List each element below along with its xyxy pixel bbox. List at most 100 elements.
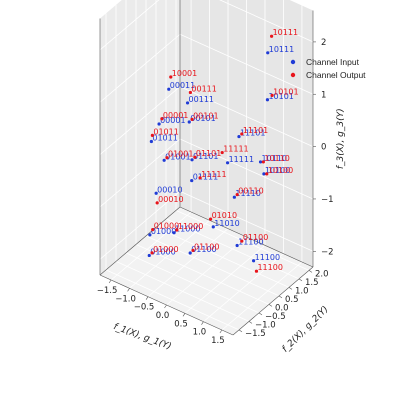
x-tick-label: 1.0 bbox=[193, 328, 207, 338]
output-point-label: 01100 bbox=[243, 233, 268, 242]
output-point bbox=[165, 156, 169, 160]
output-point bbox=[240, 239, 244, 243]
output-point-label: 10001 bbox=[172, 69, 197, 78]
axes-ticks: −1.5−1.0−0.50.00.51.01.5−1.5−1.0−0.50.00… bbox=[97, 38, 334, 346]
input-point bbox=[149, 139, 153, 144]
input-point-label: 01011 bbox=[152, 133, 177, 142]
z-tick-label: −2 bbox=[321, 247, 334, 257]
y-tick-mark bbox=[288, 287, 293, 290]
input-point bbox=[237, 134, 241, 139]
left-pane bbox=[100, 0, 180, 275]
pane-edge bbox=[179, 206, 314, 268]
y-tick-mark bbox=[238, 329, 243, 333]
input-point-label: 01000 bbox=[151, 227, 176, 236]
input-point-label: 10111 bbox=[269, 45, 294, 54]
x-tick-mark bbox=[145, 296, 149, 300]
grid-line-z bbox=[179, 33, 314, 95]
y-tick-mark bbox=[308, 270, 313, 273]
output-point-label: 01100 bbox=[194, 242, 219, 251]
grid-line-y bbox=[155, 227, 290, 288]
output-point-label: 00001 bbox=[163, 111, 188, 120]
input-point-label: 11000 bbox=[175, 225, 200, 234]
input-point-label: 11110 bbox=[235, 189, 260, 198]
x-tick-mark bbox=[219, 329, 223, 334]
x-tick-label: −0.5 bbox=[134, 303, 155, 313]
y-tick-mark bbox=[258, 312, 263, 316]
x-tick-label: 0.0 bbox=[156, 311, 170, 321]
grid-line-z bbox=[219, 0, 314, 43]
grid-line-y bbox=[145, 235, 280, 297]
input-point bbox=[265, 98, 270, 102]
grid-line-x bbox=[129, 220, 210, 289]
output-point bbox=[190, 117, 194, 121]
output-point bbox=[254, 269, 259, 273]
grid-line-y bbox=[135, 244, 270, 305]
x-tick-mark bbox=[201, 321, 204, 325]
output-point bbox=[151, 228, 155, 232]
output-point-label: 01010 bbox=[212, 211, 237, 220]
output-point-label: 10101 bbox=[273, 87, 298, 96]
input-point-label: 01001 bbox=[165, 152, 190, 161]
input-point-label: 00010 bbox=[157, 185, 182, 194]
input-point-label: 01101 bbox=[193, 152, 218, 161]
input-point-label: 11101 bbox=[240, 129, 265, 138]
grid-line-z bbox=[99, 138, 181, 208]
legend-label-output: Channel Output bbox=[306, 70, 366, 80]
grid-line-z bbox=[99, 86, 181, 155]
legend-marker-input bbox=[290, 59, 296, 65]
plot-points: 1011110101000110011100101000010101111101… bbox=[147, 28, 299, 273]
x-tick-label: −1.5 bbox=[97, 286, 118, 296]
axes-lines bbox=[99, 0, 314, 336]
y-tick-label: 1.5 bbox=[305, 278, 319, 288]
y-tick-label: −0.5 bbox=[265, 312, 286, 322]
output-point-label: 01001 bbox=[168, 150, 193, 159]
output-point bbox=[269, 34, 274, 38]
input-point bbox=[185, 101, 190, 105]
x-tick-label: −1.0 bbox=[115, 294, 136, 304]
grid-line-y bbox=[105, 269, 240, 331]
output-point bbox=[188, 90, 193, 95]
output-point-label: 11101 bbox=[243, 126, 268, 135]
y-tick-mark bbox=[278, 295, 283, 299]
x-tick-label: 1.5 bbox=[211, 336, 225, 346]
input-point-label: 00001 bbox=[160, 116, 185, 125]
y-tick-mark bbox=[248, 321, 253, 324]
input-point-label: 11100 bbox=[255, 253, 280, 262]
input-point bbox=[262, 172, 266, 176]
grid-line-z bbox=[99, 33, 181, 103]
input-point bbox=[154, 191, 158, 195]
y-tick-label: −1.5 bbox=[245, 329, 266, 339]
x-tick-label: 0.5 bbox=[174, 319, 188, 329]
output-point-label: 00110 bbox=[238, 187, 263, 196]
x-axis-label: f_1(X), g_1(Y) bbox=[112, 322, 173, 352]
input-point-label: 11100 bbox=[238, 237, 263, 246]
x-tick-mark bbox=[127, 288, 130, 292]
y-tick-label: −1.0 bbox=[255, 320, 276, 330]
output-point bbox=[150, 133, 154, 137]
output-point bbox=[150, 251, 154, 255]
legend: Channel Input Channel Output bbox=[290, 57, 366, 80]
z-axis-label: f_3(X), g_3(Y) bbox=[336, 108, 346, 169]
input-point-label: 11010 bbox=[214, 219, 239, 228]
output-point bbox=[220, 150, 224, 155]
output-point-label: 00111 bbox=[191, 84, 216, 93]
output-point-label: 00010 bbox=[158, 195, 183, 204]
output-point-label: 11100 bbox=[257, 263, 282, 272]
grid-line-y bbox=[165, 218, 300, 280]
grid-line-x bbox=[203, 253, 284, 322]
y-axis-line bbox=[232, 266, 314, 336]
y-tick-label: 1.0 bbox=[295, 286, 309, 296]
output-point bbox=[155, 201, 159, 205]
y-tick-mark bbox=[268, 304, 273, 307]
input-point bbox=[235, 243, 239, 248]
pane-edge bbox=[99, 206, 181, 276]
input-point bbox=[187, 120, 191, 124]
input-point bbox=[258, 160, 263, 164]
input-point-label: 01111 bbox=[193, 173, 218, 182]
input-point bbox=[162, 158, 166, 162]
input-point-label: 00011 bbox=[170, 81, 195, 90]
input-point bbox=[167, 87, 171, 91]
input-point-label: 00111 bbox=[189, 95, 214, 104]
output-point bbox=[191, 248, 195, 252]
input-point-label: 00101 bbox=[190, 114, 215, 123]
